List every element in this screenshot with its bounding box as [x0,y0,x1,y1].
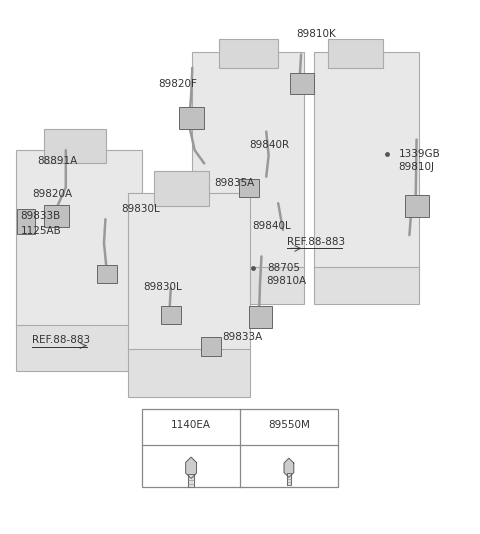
Polygon shape [328,38,383,68]
Text: 89835A: 89835A [214,178,254,188]
Text: 89810A: 89810A [266,276,306,286]
Polygon shape [287,473,291,485]
Polygon shape [218,38,278,68]
Polygon shape [192,267,304,304]
Text: 89833B: 89833B [21,211,61,221]
Bar [44,205,69,227]
Polygon shape [154,171,209,206]
Text: REF.88-883: REF.88-883 [33,335,91,345]
Polygon shape [16,325,142,371]
Polygon shape [189,474,194,487]
Text: 89820A: 89820A [33,189,72,199]
Polygon shape [192,52,304,270]
Bar [179,107,204,129]
Text: 89550M: 89550M [268,420,310,430]
Text: 1140EA: 1140EA [171,420,211,430]
Text: 1339GB: 1339GB [398,149,440,159]
Polygon shape [314,267,419,304]
Bar [97,265,117,283]
Bar [405,195,429,216]
Bar [161,307,181,324]
Text: 89840L: 89840L [252,221,291,231]
Text: 88705: 88705 [268,263,300,273]
Bar [249,306,273,328]
Polygon shape [128,193,250,352]
Text: 89810K: 89810K [296,29,336,40]
Polygon shape [314,52,419,270]
Bar [142,409,338,488]
Polygon shape [284,458,294,477]
Text: 88891A: 88891A [37,156,77,166]
Polygon shape [16,150,142,328]
Bar [290,73,314,95]
Text: 89833A: 89833A [222,332,262,342]
Bar [17,209,35,234]
Text: 89830L: 89830L [121,203,160,214]
Text: REF.88-883: REF.88-883 [287,237,345,247]
Polygon shape [128,349,250,397]
Text: 89810J: 89810J [398,162,434,172]
Text: 89830L: 89830L [144,281,182,292]
Bar [201,337,221,356]
Polygon shape [44,129,107,163]
Text: 89840R: 89840R [250,140,289,150]
Text: 89820F: 89820F [158,78,197,89]
Bar [239,179,259,197]
Text: 1125AB: 1125AB [21,226,61,237]
Polygon shape [186,457,196,478]
